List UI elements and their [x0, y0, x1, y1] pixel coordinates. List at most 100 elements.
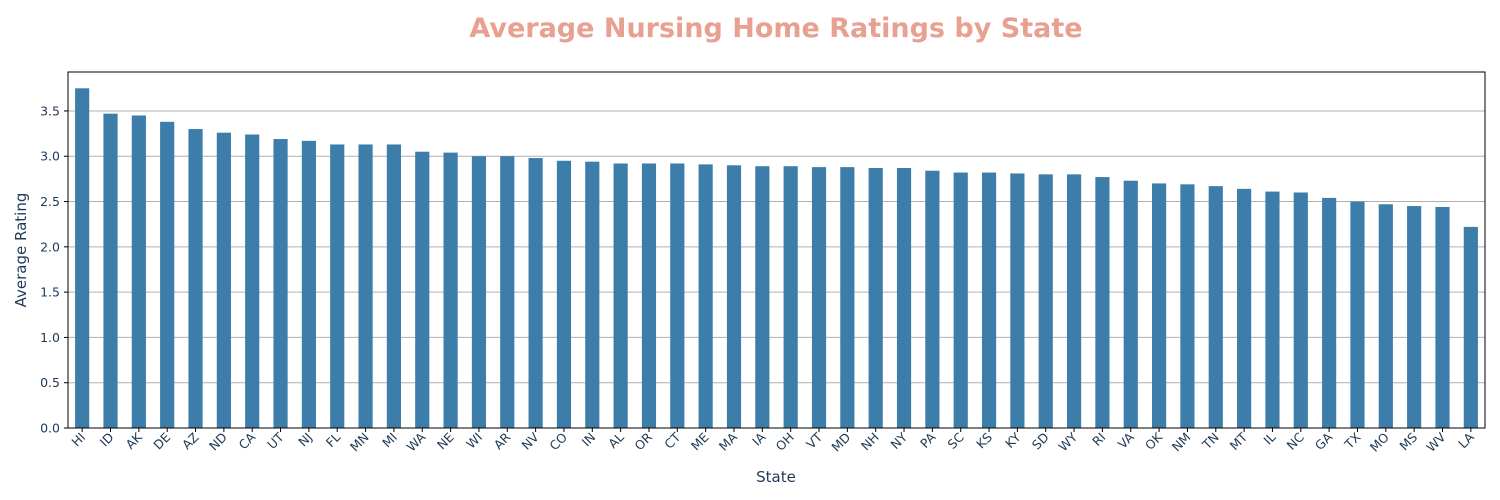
x-tick-label-wv: WV	[1423, 429, 1449, 455]
bar-nv	[528, 158, 543, 429]
y-tick-label: 1.5	[40, 285, 60, 300]
bar-al	[613, 163, 628, 428]
x-axis-ticks: HI ID AK DE AZ ND CA UT NJ FL MN MI WA NE WI AR NV CO IN AL…	[68, 428, 1477, 455]
x-tick-label-pa: PA	[917, 429, 939, 451]
x-tick-label-oh: OH	[773, 430, 797, 454]
bar-nj	[301, 140, 316, 428]
x-tick-label-wy: WY	[1055, 429, 1080, 454]
bar-ak	[131, 115, 146, 428]
x-tick-label-mt: MT	[1227, 429, 1251, 453]
x-tick-label-al: AL	[605, 429, 627, 451]
bar-ma	[726, 165, 742, 428]
x-tick-label-ct: CT	[661, 429, 683, 451]
x-tick-label-me: ME	[688, 429, 712, 453]
x-tick-label-ca: CA	[236, 429, 259, 452]
x-tick-label-ak: AK	[123, 429, 146, 452]
bar-ar	[500, 156, 515, 429]
bar-nc	[1293, 192, 1308, 428]
bar-wy	[1066, 174, 1082, 428]
x-tick-label-ne: NE	[434, 429, 457, 452]
bars	[75, 88, 1478, 429]
bar-ut	[273, 139, 288, 428]
bar-pa	[925, 170, 940, 428]
x-tick-label-ky: KY	[1002, 429, 1024, 451]
bar-ny	[896, 168, 912, 428]
bar-me	[698, 164, 713, 428]
x-tick-label-wa: WA	[403, 429, 428, 454]
x-tick-label-vt: VT	[803, 429, 825, 451]
y-tick-label: 0.5	[40, 375, 60, 390]
x-tick-label-mn: MN	[347, 430, 372, 455]
x-tick-label-de: DE	[150, 429, 173, 452]
x-tick-label-il: IL	[1260, 429, 1278, 447]
x-tick-label-nh: NH	[858, 430, 882, 454]
x-tick-label-ok: OK	[1142, 429, 1166, 453]
bar-co	[556, 160, 572, 428]
x-tick-label-ar: AR	[491, 429, 514, 452]
bar-ok	[1152, 183, 1167, 428]
bar-ca	[245, 134, 260, 428]
x-tick-label-ma: MA	[716, 429, 741, 454]
x-tick-label-ms: MS	[1396, 429, 1420, 453]
x-tick-label-in: IN	[579, 430, 599, 450]
bar-mn	[358, 144, 373, 428]
x-axis-label: State	[756, 468, 796, 486]
bar-wv	[1435, 206, 1450, 428]
x-tick-label-ks: KS	[973, 429, 995, 451]
x-tick-label-az: AZ	[179, 430, 202, 453]
y-tick-label: 2.5	[40, 194, 60, 209]
x-tick-label-sd: SD	[1029, 430, 1052, 453]
bar-tn	[1208, 186, 1223, 428]
bar-de	[160, 121, 175, 428]
x-tick-label-nc: NC	[1284, 429, 1308, 453]
bar-id	[103, 113, 118, 428]
y-tick-label: 3.5	[40, 103, 60, 118]
plot-frame	[67, 71, 1486, 429]
bar-ct	[670, 163, 685, 428]
bar-nm	[1180, 184, 1195, 428]
bar-vt	[811, 167, 827, 428]
x-tick-label-nj: NJ	[295, 430, 315, 450]
bar-nh	[868, 168, 883, 428]
x-tick-label-ny: NY	[888, 429, 911, 452]
bar-oh	[783, 166, 798, 428]
bar-ri	[1095, 177, 1110, 428]
chart-title: Average Nursing Home Ratings by State	[469, 13, 1082, 44]
x-tick-label-nm: NM	[1169, 430, 1194, 455]
x-tick-label-nd: ND	[206, 430, 230, 454]
y-axis-label: Average Rating	[12, 193, 30, 308]
bar-hi	[75, 88, 90, 428]
bar-ga	[1322, 197, 1337, 428]
x-tick-label-fl: FL	[323, 429, 344, 450]
bar-az	[188, 129, 203, 428]
y-tick-label: 2.0	[40, 239, 60, 254]
bar-sc	[953, 172, 968, 428]
bar-mi	[386, 144, 401, 428]
bar-mt	[1237, 188, 1252, 428]
bar-fl	[330, 144, 345, 428]
x-tick-label-ri: RI	[1089, 430, 1108, 449]
y-tick-label: 3.0	[40, 149, 60, 164]
bar-tx	[1350, 201, 1365, 428]
bar-md	[840, 167, 855, 428]
x-tick-label-id: ID	[97, 430, 117, 450]
y-tick-label: 1.0	[40, 330, 60, 345]
bar-va	[1123, 180, 1138, 428]
bar-il	[1265, 191, 1280, 428]
x-tick-label-ut: UT	[264, 429, 287, 452]
bar-ia	[755, 166, 770, 428]
bar-ks	[981, 172, 997, 428]
bar-wi	[471, 156, 487, 429]
x-tick-label-sc: SC	[944, 429, 967, 452]
x-tick-label-tx: TX	[1341, 429, 1364, 452]
x-tick-label-nv: NV	[518, 429, 542, 453]
bar-or	[641, 163, 657, 428]
bar-wa	[415, 151, 430, 428]
bar-sd	[1038, 174, 1053, 428]
x-tick-label-la: LA	[1455, 429, 1477, 451]
x-tick-label-ga: GA	[1312, 429, 1336, 453]
x-tick-label-wi: WI	[463, 430, 485, 452]
bar-ky	[1010, 173, 1025, 428]
y-axis-ticks: 0.0 0.5 1.0 1.5 2.0 2.5 3.0 3.5	[40, 103, 68, 436]
